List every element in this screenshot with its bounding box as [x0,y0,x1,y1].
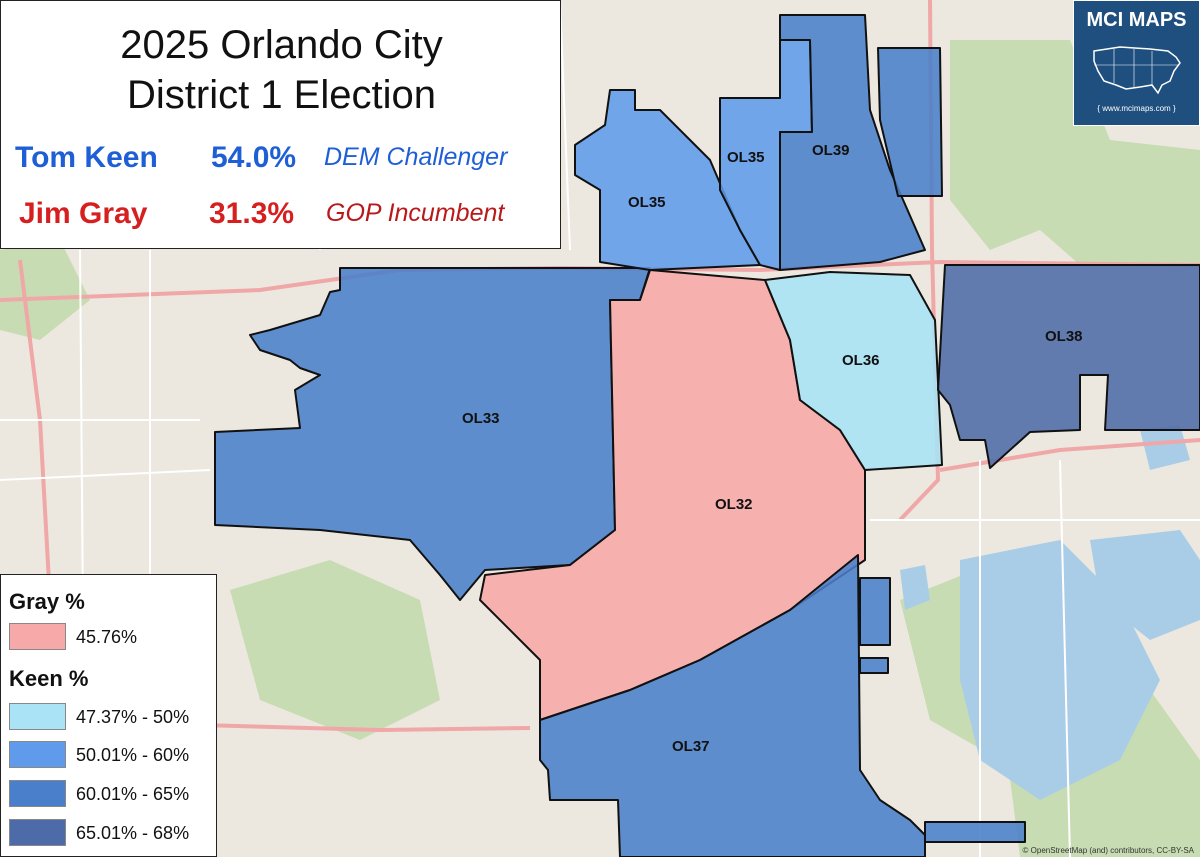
candidate-gray-pct: 31.3% [209,197,295,230]
candidate-gray-role: GOP Incumbent [326,199,505,227]
candidate-keen-pct: 54.0% [211,141,297,174]
districts [214,14,1200,857]
legend-keen-label-3: 60.01% - 65% [76,784,190,804]
logo-title: MCI MAPS [1086,9,1187,31]
district-ol36[interactable] [764,271,943,471]
legend-keen-swatch-4 [9,819,66,846]
basemap-water [900,425,1200,800]
map-title-line2: District 1 Election [127,73,436,117]
district-label-ol32: OL32 [715,496,753,513]
district-ol39-strip[interactable] [877,47,943,197]
district-label-ol39: OL39 [812,142,850,159]
district-ol38[interactable] [937,264,1200,469]
title-panel: 2025 Orlando City District 1 Election To… [0,0,561,249]
mci-maps-logo: MCI MAPS { www.mcimaps.com } [1073,0,1200,126]
logo-url: { www.mcimaps.com } [1097,104,1176,113]
district-label-ol35-west: OL35 [628,194,666,211]
district-label-ol36: OL36 [842,352,880,369]
legend-gray-label-1: 45.76% [76,627,138,647]
legend-keen-heading: Keen % [9,666,89,691]
candidate-keen-name: Tom Keen [15,141,158,174]
district-label-ol33: OL33 [462,410,500,427]
district-ol37-parcel-2[interactable] [859,657,889,674]
legend-gray-heading: Gray % [9,589,85,614]
district-ol37-parcel-1[interactable] [859,577,891,646]
legend-keen-swatch-1 [9,703,66,730]
district-ol39[interactable] [779,14,926,271]
legend-panel: Gray % 45.76% Keen % 47.37% - 50% 50.01%… [0,574,217,857]
legend-keen-label-4: 65.01% - 68% [76,823,190,843]
map-credit: © OpenStreetMap (and) contributors, CC-B… [1022,846,1194,855]
district-label-ol35-east: OL35 [727,149,765,166]
legend-keen-label-1: 47.37% - 50% [76,707,190,727]
candidate-gray-name: Jim Gray [19,197,148,230]
legend-keen-swatch-2 [9,741,66,768]
district-label-ol38: OL38 [1045,328,1083,345]
us-map-icon [1093,46,1181,95]
legend-keen-swatch-3 [9,780,66,807]
district-ol37-parcel-3[interactable] [924,821,1026,843]
legend-keen-label-2: 50.01% - 60% [76,745,190,765]
legend-gray-swatch-1 [9,623,66,650]
district-ol37[interactable] [539,554,926,857]
map-title-line1: 2025 Orlando City [120,23,443,67]
district-label-ol37: OL37 [672,738,710,755]
candidate-keen-role: DEM Challenger [324,143,508,171]
district-labels: OL33 OL32 OL35 OL35 OL39 OL36 OL38 OL37 [462,142,1083,755]
